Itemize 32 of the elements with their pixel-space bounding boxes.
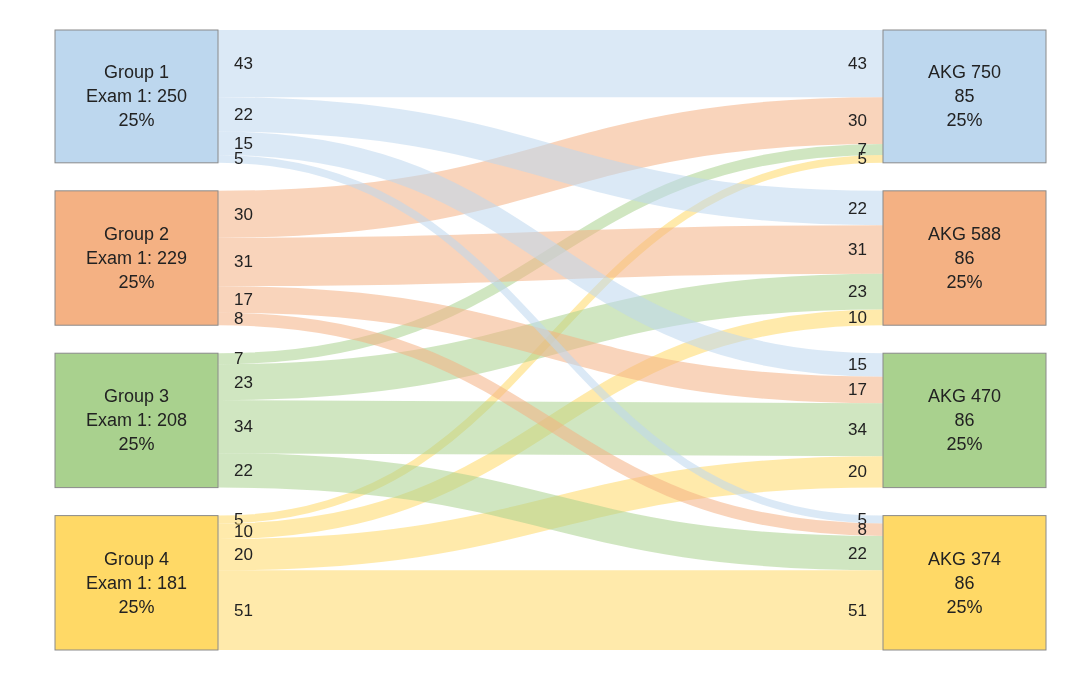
data-label: 34 <box>234 417 253 437</box>
category-label: Group 3 Exam 1: 208 25% <box>85 386 188 455</box>
text: AKG 750 85 25% <box>927 62 1002 131</box>
text: 22 <box>848 543 867 563</box>
data-label: 20 <box>234 545 253 565</box>
text: 51 <box>848 600 867 620</box>
data-label: 31 <box>234 252 253 272</box>
data-label: 22 <box>234 104 253 124</box>
category-label: Group 4 Exam 1: 181 25% <box>85 548 188 617</box>
text: 30 <box>848 111 867 131</box>
data-label: 30 <box>234 204 253 224</box>
data-label: 51 <box>234 600 253 620</box>
text: 34 <box>848 420 867 440</box>
data-label: 43 <box>234 54 253 74</box>
text: 15 <box>848 355 867 375</box>
data-label: 7 <box>234 349 244 369</box>
category-label: Group 2 Exam 1: 229 25% <box>85 224 188 293</box>
text: 22 <box>848 198 867 218</box>
text: 43 <box>848 54 867 74</box>
text: 10 <box>848 307 867 327</box>
text: 31 <box>848 239 867 259</box>
data-label: 23 <box>234 372 253 392</box>
data-label: 17 <box>234 289 253 309</box>
text: AKG 470 86 25% <box>927 386 1002 455</box>
text: AKG 374 86 25% <box>927 548 1002 617</box>
text: AKG 588 86 25% <box>927 224 1002 293</box>
text: 17 <box>848 380 867 400</box>
text: 20 <box>848 462 867 482</box>
data-label: 8 <box>234 309 244 329</box>
category-label: Group 1 Exam 1: 250 25% <box>85 62 188 131</box>
text: 23 <box>848 282 867 302</box>
data-label: 22 <box>234 460 253 480</box>
